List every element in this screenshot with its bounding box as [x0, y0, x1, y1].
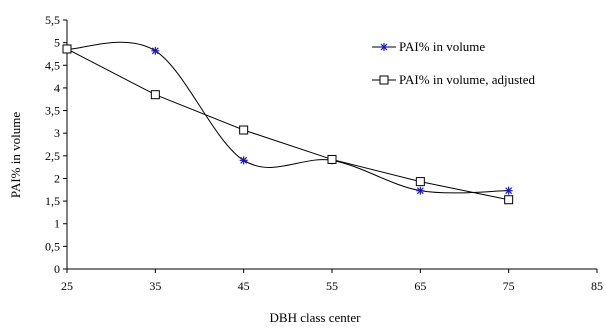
series-1 [63, 41, 513, 195]
data-point [327, 154, 337, 164]
y-tick-label: 4,5 [45, 58, 60, 72]
y-tick-label: 0,5 [45, 239, 60, 253]
data-point [504, 195, 514, 205]
data-point [239, 156, 248, 165]
data-point [504, 186, 513, 195]
data-point [239, 125, 249, 135]
series-line [66, 41, 509, 194]
y-tick-label: 2 [54, 171, 60, 185]
x-tick-label: 45 [238, 279, 250, 293]
data-point [151, 46, 160, 55]
legend-marker [380, 43, 388, 51]
legend-marker [379, 75, 389, 85]
x-tick-label: 85 [591, 279, 603, 293]
x-tick-label: 65 [414, 279, 426, 293]
x-tick-label: 35 [149, 279, 161, 293]
asterisk-stroke [380, 43, 388, 51]
x-tick-label: 75 [503, 279, 515, 293]
data-point [415, 177, 425, 187]
y-tick-label: 3,5 [45, 104, 60, 118]
data-point [62, 44, 72, 54]
asterisk-stroke [416, 187, 424, 195]
legend-entry: PAI% in volume [372, 39, 485, 54]
data-point [150, 90, 160, 100]
y-tick-label: 1 [54, 217, 60, 231]
x-tick-label: 25 [61, 279, 73, 293]
axes: 0 0,5 1 1,5 2 2,5 3 3,5 4 4,5 5 5,5 25 35 45 55 65 75 85 [45, 13, 603, 293]
legend-label: PAI% in volume, adjusted [399, 72, 536, 87]
y-tick-label: 4 [54, 81, 60, 95]
y-tick-label: 2,5 [45, 149, 60, 163]
x-tick-label: 55 [326, 279, 338, 293]
series-2 [62, 44, 514, 205]
y-tick-label: 5,5 [45, 13, 60, 27]
legend: PAI% in volume PAI% in volume, adjusted [372, 39, 536, 87]
series-line [66, 48, 509, 201]
legend-entry: PAI% in volume, adjusted [372, 72, 536, 87]
y-tick-label: 5 [54, 36, 60, 50]
asterisk-stroke [151, 47, 159, 55]
series-layer [62, 41, 514, 205]
y-tick-label: 3 [54, 126, 60, 140]
y-tick-label: 0 [54, 262, 60, 276]
legend-label: PAI% in volume [399, 39, 485, 54]
y-axis-title: PAI% in volume [8, 112, 23, 198]
asterisk-stroke [505, 187, 513, 195]
y-tick-label: 1,5 [45, 194, 60, 208]
asterisk-stroke [240, 156, 248, 164]
x-axis-title: DBH class center [270, 310, 362, 325]
data-point [416, 186, 425, 195]
